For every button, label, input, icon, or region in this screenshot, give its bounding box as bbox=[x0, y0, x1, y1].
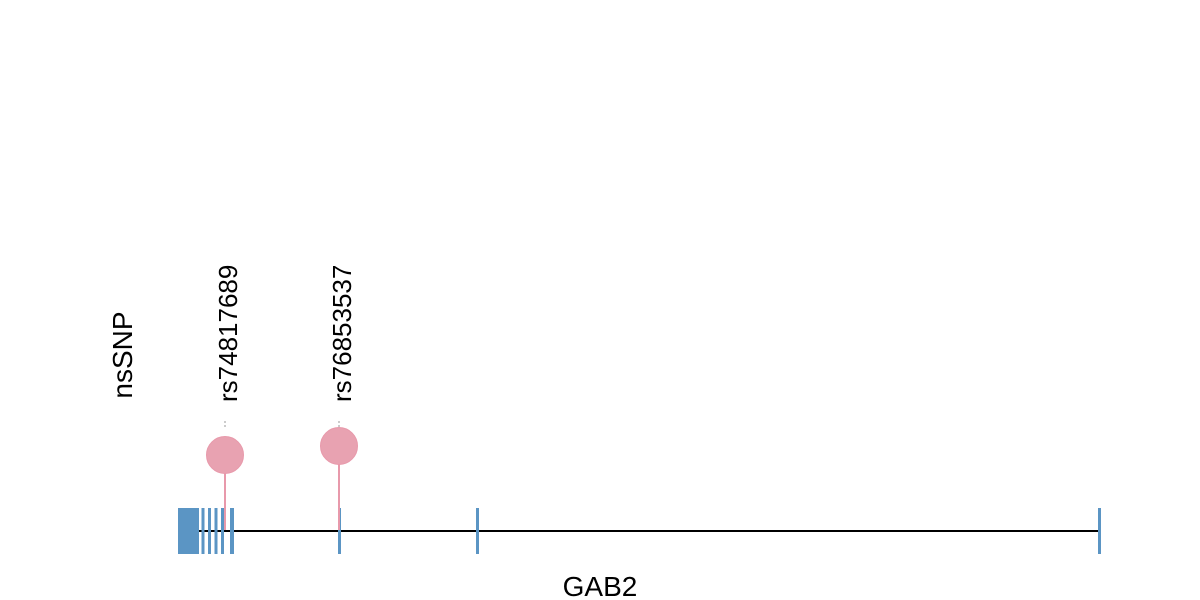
lollipop-head bbox=[320, 427, 358, 465]
exon bbox=[230, 508, 234, 554]
exon bbox=[208, 508, 211, 554]
exon bbox=[214, 508, 218, 554]
snp-label: rs74817689 bbox=[213, 265, 243, 402]
snp-label: rs76853537 bbox=[327, 265, 357, 402]
gene-label: GAB2 bbox=[563, 571, 638, 600]
exon bbox=[178, 508, 199, 554]
exon bbox=[201, 508, 205, 554]
exons bbox=[178, 508, 1101, 554]
snp: rs76853537 bbox=[320, 265, 358, 530]
track-label: nsSNP bbox=[107, 311, 138, 398]
exon bbox=[1098, 508, 1101, 554]
exon bbox=[221, 508, 224, 554]
snp: rs74817689 bbox=[206, 265, 244, 530]
exon bbox=[476, 508, 479, 554]
lollipop-head bbox=[206, 436, 244, 474]
exon bbox=[338, 508, 341, 554]
